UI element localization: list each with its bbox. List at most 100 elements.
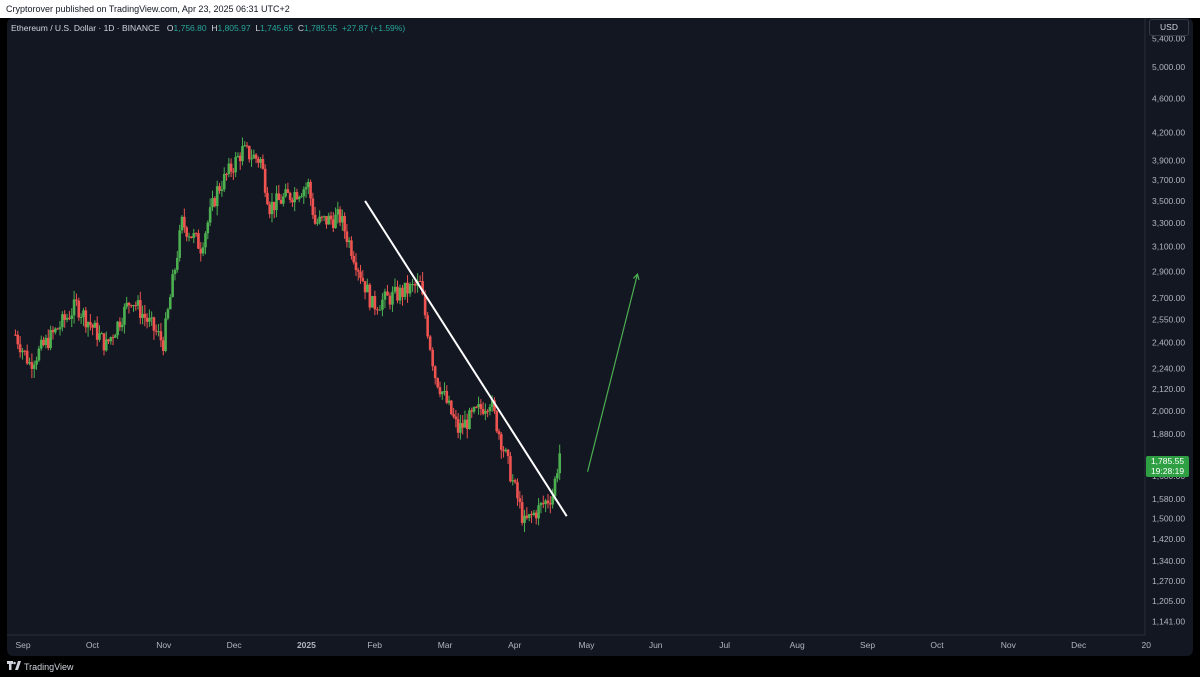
candle-body bbox=[245, 145, 249, 147]
candle-body bbox=[534, 512, 538, 519]
candle-body bbox=[302, 189, 306, 197]
candle-body bbox=[456, 419, 460, 433]
candle-body bbox=[347, 240, 351, 243]
candle-body bbox=[56, 328, 59, 330]
candle-body bbox=[433, 366, 437, 379]
candle-body bbox=[313, 214, 317, 224]
candle-body bbox=[544, 500, 547, 505]
candle-body bbox=[21, 350, 24, 353]
candle-body bbox=[363, 281, 367, 293]
candle-body bbox=[46, 337, 50, 349]
price-tick-label: 3,300.00 bbox=[1152, 218, 1185, 228]
tradingview-logo[interactable]: TradingView bbox=[7, 661, 74, 673]
time-tick-label: Sep bbox=[15, 640, 30, 650]
candle-body bbox=[252, 154, 256, 159]
candle-body bbox=[118, 321, 122, 328]
candle-body bbox=[222, 173, 226, 190]
chart-pane[interactable]: 5,400.00 5,000.00 4,600.00 4,200.00 3,900.00… bbox=[7, 18, 1193, 656]
candle-body bbox=[30, 362, 34, 369]
candle-body bbox=[16, 334, 20, 345]
candle-body bbox=[225, 173, 228, 175]
time-tick-label: Nov bbox=[1001, 640, 1017, 650]
high-value: 1,805.97 bbox=[217, 23, 251, 33]
candle-body bbox=[129, 305, 133, 307]
candle-body bbox=[279, 200, 283, 204]
time-tick-label: 2025 bbox=[297, 640, 316, 650]
candle-body bbox=[263, 168, 267, 193]
last-price-tag: 1,785.55 19:28:19 bbox=[1146, 456, 1189, 477]
candle-body bbox=[229, 163, 233, 172]
candle-body bbox=[114, 335, 117, 338]
trendline bbox=[364, 200, 568, 517]
candle-body bbox=[72, 299, 76, 316]
published-header: Cryptorover published on TradingView.com… bbox=[0, 0, 1200, 18]
currency-button[interactable]: USD bbox=[1149, 19, 1189, 36]
candle-body bbox=[291, 199, 294, 203]
candle-body bbox=[495, 411, 499, 432]
candle-body bbox=[513, 480, 517, 483]
candle-body bbox=[532, 512, 536, 515]
candle-body bbox=[320, 216, 324, 218]
candle-body bbox=[227, 163, 231, 175]
open-value: 1,756.80 bbox=[173, 23, 207, 33]
candle-body bbox=[176, 257, 179, 270]
price-tick-label: 1,500.00 bbox=[1152, 514, 1185, 524]
price-tick-label: 2,700.00 bbox=[1152, 293, 1185, 303]
candle-body bbox=[93, 322, 97, 328]
candle-body bbox=[452, 414, 455, 417]
candle-body bbox=[104, 339, 108, 351]
candle-body bbox=[39, 339, 43, 349]
symbol-name: Ethereum / U.S. Dollar · 1D · BINANCE bbox=[11, 23, 160, 33]
candle-body bbox=[463, 419, 467, 428]
candle-body bbox=[241, 146, 244, 162]
candle-body bbox=[272, 201, 276, 211]
candle-body bbox=[275, 193, 278, 211]
candle-body bbox=[316, 222, 319, 224]
time-tick-label: Sep bbox=[860, 640, 875, 650]
price-tick-label: 1,420.00 bbox=[1152, 534, 1185, 544]
candle-body bbox=[208, 207, 212, 223]
candle-body bbox=[35, 360, 38, 365]
candle-body bbox=[537, 505, 540, 519]
last-price: 1,785.55 bbox=[1150, 456, 1185, 466]
candle-body bbox=[268, 204, 272, 215]
candle-body bbox=[185, 227, 188, 237]
candle-body bbox=[520, 501, 524, 523]
candle-body bbox=[541, 503, 545, 505]
price-chart[interactable]: 5,400.00 5,000.00 4,600.00 4,200.00 3,900.00… bbox=[7, 18, 1193, 656]
candle-body bbox=[504, 449, 508, 452]
time-tick-label: May bbox=[578, 640, 595, 650]
candle-body bbox=[42, 339, 45, 345]
candle-body bbox=[309, 181, 312, 199]
candle-body bbox=[247, 145, 251, 160]
candle-body bbox=[376, 309, 379, 311]
candle-body bbox=[418, 281, 422, 283]
candle-body bbox=[350, 240, 353, 256]
candle-body bbox=[329, 215, 333, 220]
candle-body bbox=[447, 400, 451, 403]
candle-body bbox=[89, 322, 92, 325]
candle-body bbox=[322, 216, 326, 218]
candle-body bbox=[551, 496, 554, 505]
candle-body bbox=[527, 514, 531, 518]
time-tick-label: Jun bbox=[649, 640, 663, 650]
candle-body bbox=[180, 216, 184, 231]
candle-body bbox=[307, 181, 310, 188]
candle-body bbox=[481, 408, 485, 414]
candle-body bbox=[107, 339, 110, 342]
candle-body bbox=[14, 334, 17, 336]
candle-body bbox=[197, 233, 200, 249]
candle-body bbox=[401, 287, 404, 297]
candle-body bbox=[82, 310, 85, 317]
price-tick-label: 2,240.00 bbox=[1152, 363, 1185, 373]
candle-body bbox=[261, 159, 265, 169]
candle-body bbox=[383, 291, 387, 300]
low-label: L bbox=[255, 23, 261, 33]
price-tick-label: 3,900.00 bbox=[1152, 155, 1185, 165]
price-tick-label: 2,120.00 bbox=[1152, 384, 1185, 394]
candle-body bbox=[28, 362, 31, 364]
time-tick-label: 20 bbox=[1141, 640, 1151, 650]
price-tick-label: 2,550.00 bbox=[1152, 315, 1185, 325]
candle-body bbox=[254, 154, 258, 159]
candle-body bbox=[440, 391, 444, 395]
